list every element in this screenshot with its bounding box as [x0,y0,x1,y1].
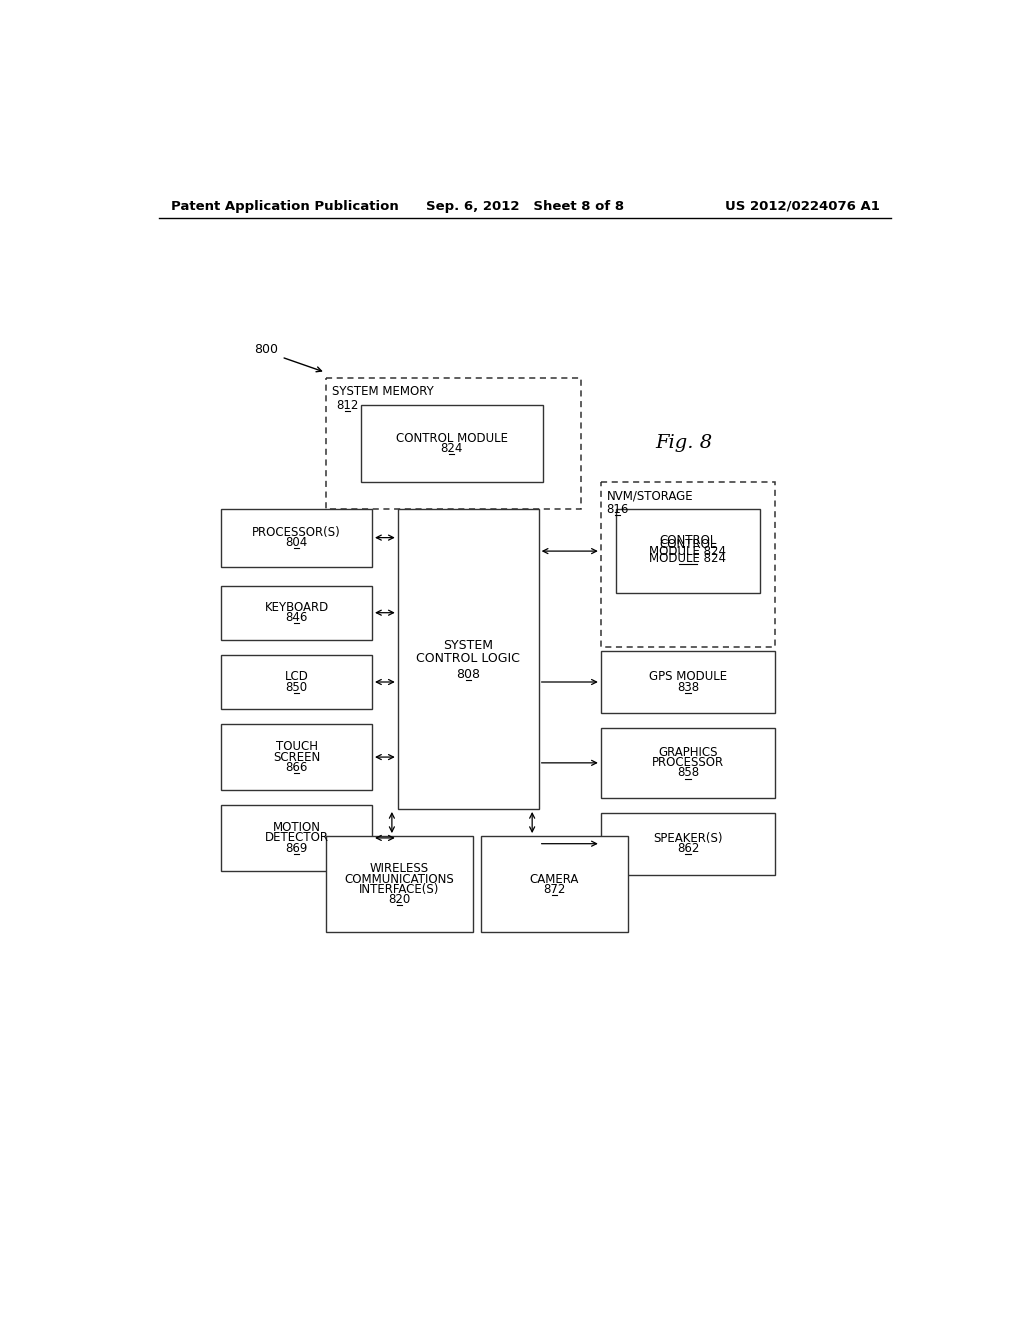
Text: CONTROL MODULE: CONTROL MODULE [395,432,508,445]
Text: COMMUNICATIONS: COMMUNICATIONS [344,873,454,886]
Text: CONTROL: CONTROL [659,537,717,550]
Text: MOTION: MOTION [272,821,321,834]
Text: SCREEN: SCREEN [273,751,321,763]
Text: SYSTEM MEMORY: SYSTEM MEMORY [332,385,433,399]
Bar [601,482,775,647]
Bar [616,508,760,594]
Text: GPS MODULE: GPS MODULE [649,671,727,684]
Text: 850: 850 [286,681,307,693]
Bar [480,836,628,932]
Text: 824: 824 [440,442,463,455]
Bar [221,725,372,789]
Text: Fig. 8: Fig. 8 [655,434,712,453]
Bar [326,378,582,508]
Text: 872: 872 [543,883,565,896]
Bar [221,586,372,640]
Bar [221,655,372,709]
Text: DETECTOR: DETECTOR [264,832,329,845]
Text: GRAPHICS: GRAPHICS [658,746,718,759]
Text: CAMERA: CAMERA [529,873,579,886]
Text: MODULE 824: MODULE 824 [649,545,726,557]
Text: TOUCH: TOUCH [275,741,317,754]
Text: US 2012/0224076 A1: US 2012/0224076 A1 [725,199,880,213]
Bar [601,813,775,874]
Text: Patent Application Publication: Patent Application Publication [171,199,398,213]
Text: 800: 800 [254,343,278,356]
Bar [326,836,473,932]
Text: 869: 869 [286,842,308,854]
Text: 862: 862 [677,842,699,855]
Text: 804: 804 [286,536,307,549]
Text: Sep. 6, 2012   Sheet 8 of 8: Sep. 6, 2012 Sheet 8 of 8 [426,199,624,213]
Text: WIRELESS: WIRELESS [370,862,429,875]
Text: CONTROL: CONTROL [659,535,717,548]
Bar [360,405,543,482]
Text: 846: 846 [286,611,308,624]
Text: INTERFACE(S): INTERFACE(S) [359,883,439,896]
Bar [601,651,775,713]
Text: SYSTEM: SYSTEM [443,639,494,652]
Text: 820: 820 [388,892,411,906]
Text: 816: 816 [606,503,629,516]
Text: 812: 812 [336,399,358,412]
Text: LCD: LCD [285,671,308,684]
Text: NVM/STORAGE: NVM/STORAGE [607,490,693,502]
Text: 858: 858 [677,767,699,780]
Text: 866: 866 [286,760,308,774]
Text: KEYBOARD: KEYBOARD [264,601,329,614]
Text: PROCESSOR: PROCESSOR [652,756,724,770]
Text: SPEAKER(S): SPEAKER(S) [653,832,723,845]
Text: CONTROL LOGIC: CONTROL LOGIC [417,652,520,665]
Text: 838: 838 [677,681,699,693]
Text: PROCESSOR(S): PROCESSOR(S) [252,527,341,539]
Text: MODULE 824: MODULE 824 [649,552,726,565]
Bar [221,805,372,871]
Text: 808: 808 [457,668,480,681]
Bar [601,729,775,797]
Bar [221,508,372,566]
Bar [397,508,539,809]
